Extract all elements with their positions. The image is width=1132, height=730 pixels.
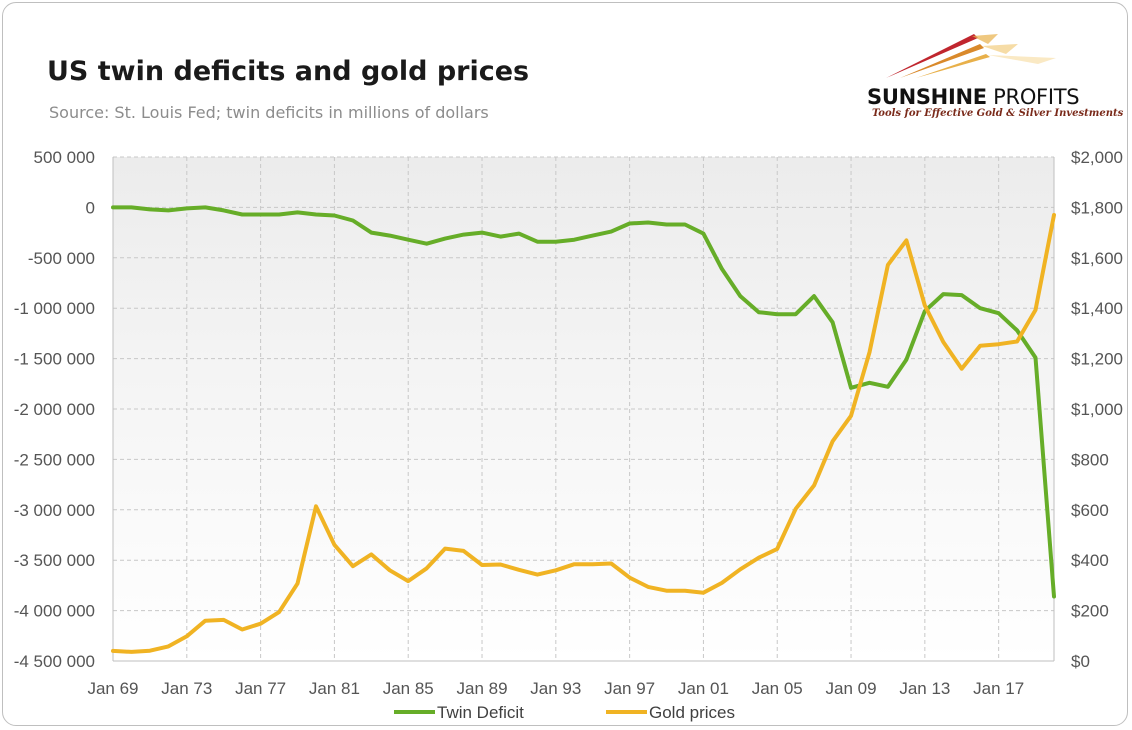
legend: Twin Deficit Gold prices	[394, 703, 735, 722]
right-axis-tick-label: $1,600	[1071, 249, 1123, 268]
right-axis-tick-label: $1,000	[1071, 400, 1123, 419]
logo-name-light: PROFITS	[986, 85, 1080, 109]
left-axis-tick-label: -4 500 000	[14, 652, 95, 671]
x-axis-tick-label: Jan 85	[383, 679, 434, 698]
logo-tagline: Tools for Effective Gold & Silver Invest…	[872, 108, 1124, 119]
x-axis-tick-labels: Jan 69 Jan 73 Jan 77 Jan 81 Jan 85 Jan 89 Jan …	[87, 679, 1024, 698]
x-axis-tick-label: Jan 01	[678, 679, 729, 698]
right-axis-tick-label: $800	[1071, 450, 1109, 469]
right-axis-tick-label: $200	[1071, 602, 1109, 621]
series-lines	[111, 205, 1056, 654]
left-axis-tick-label: -2 000 000	[14, 400, 95, 419]
right-axis-tick-label: $1,800	[1071, 198, 1123, 217]
sunshine-profits-logo-icon	[886, 34, 1056, 78]
x-axis-tick-label: Jan 69	[87, 679, 138, 698]
right-axis-tick-label: $2,000	[1071, 148, 1123, 167]
x-axis-tick-label: Jan 97	[604, 679, 655, 698]
x-axis-tick-label: Jan 81	[309, 679, 360, 698]
right-axis-tick-label: $1,200	[1071, 350, 1123, 369]
left-axis-tick-label: 500 000	[34, 148, 95, 167]
legend-label-twin-deficit: Twin Deficit	[437, 703, 524, 722]
right-axis-tick-label: $0	[1071, 652, 1090, 671]
logo-name: SUNSHINE PROFITS	[867, 85, 1080, 109]
legend-label-gold-prices: Gold prices	[649, 703, 735, 722]
grid-lines	[113, 156, 1054, 661]
chart-subtitle: Source: St. Louis Fed; twin deficits in …	[49, 103, 489, 122]
series-line-twin-deficit	[111, 205, 1056, 599]
left-axis-tick-label: -3 500 000	[14, 551, 95, 570]
chart-title: US twin deficits and gold prices	[47, 56, 530, 87]
right-axis-tick-label: $600	[1071, 501, 1109, 520]
left-axis-tick-label: -4 000 000	[14, 602, 95, 621]
x-axis-tick-label: Jan 17	[973, 679, 1024, 698]
x-axis-tick-label: Jan 05	[752, 679, 803, 698]
x-axis-tick-label: Jan 89	[456, 679, 507, 698]
x-axis-tick-label: Jan 73	[161, 679, 212, 698]
left-axis-tick-label: -500 000	[28, 249, 95, 268]
logo-name-bold: SUNSHINE	[867, 85, 987, 109]
x-axis-tick-label: Jan 13	[899, 679, 950, 698]
series-line-gold-prices	[111, 213, 1056, 654]
left-axis-tick-labels: 500 000 0 -500 000 -1 000 000 -1 500 000 -2 0…	[14, 148, 95, 671]
left-axis-tick-label: -1 000 000	[14, 299, 95, 318]
x-axis-tick-label: Jan 93	[530, 679, 581, 698]
left-axis-tick-label: -3 000 000	[14, 501, 95, 520]
right-axis-tick-labels: $2,000 $1,800 $1,600 $1,400 $1,200 $1,000 $800…	[1071, 148, 1123, 671]
right-axis-tick-label: $400	[1071, 551, 1109, 570]
left-axis-tick-label: -1 500 000	[14, 350, 95, 369]
left-axis-tick-label: -2 500 000	[14, 450, 95, 469]
left-axis-tick-label: 0	[86, 198, 95, 217]
x-axis-tick-label: Jan 09	[826, 679, 877, 698]
right-axis-tick-label: $1,400	[1071, 299, 1123, 318]
x-axis-tick-label: Jan 77	[235, 679, 286, 698]
